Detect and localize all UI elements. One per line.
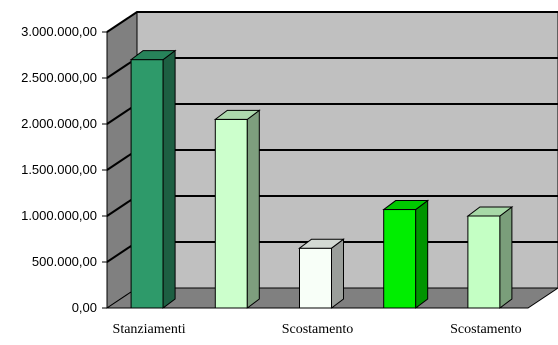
y-tick-label: 2.500.000,00 [21,70,97,85]
bar [299,247,332,309]
bar [130,59,164,309]
gridline [106,11,558,33]
bar-top [213,109,261,120]
bar [383,209,417,309]
y-tick-label: 500.000,00 [32,254,97,269]
bar-side [246,109,260,310]
bar-side [162,49,176,309]
bar [467,215,501,309]
bar-side [415,199,429,309]
bar-side [331,238,344,309]
y-tick-label: 1.000.000,00 [21,208,97,223]
y-tick-label: 1.500.000,00 [21,162,97,177]
bar-side [499,206,513,309]
bar-top [466,206,514,217]
bar-top [129,50,177,61]
bar [214,118,248,309]
y-tick-label: 2.000.000,00 [21,116,97,131]
y-tick-label: 3.000.000,00 [21,24,97,39]
x-tick-label: Scostamento [450,322,522,337]
x-tick-label: Scostamento [282,322,354,337]
x-tick-label: Stanziamenti [113,322,186,337]
bar-top [298,238,345,249]
bar-top [382,200,430,211]
y-tick-label: 0,00 [72,300,97,315]
